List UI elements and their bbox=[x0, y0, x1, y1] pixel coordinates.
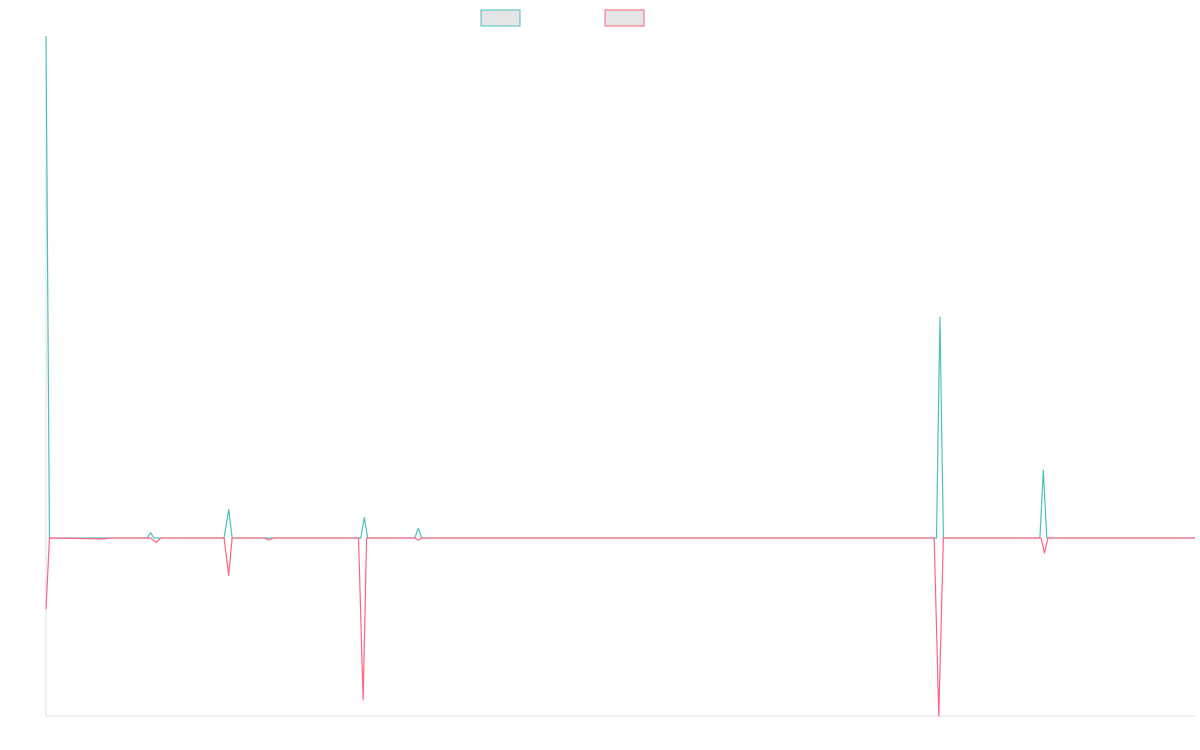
series-line-b bbox=[45, 537, 1195, 717]
legend-swatch-series-a[interactable] bbox=[480, 9, 521, 27]
legend-swatch-series-b[interactable] bbox=[604, 9, 645, 27]
legend bbox=[480, 9, 645, 27]
plot-area bbox=[45, 35, 1195, 717]
series-line-a bbox=[45, 35, 1195, 539]
